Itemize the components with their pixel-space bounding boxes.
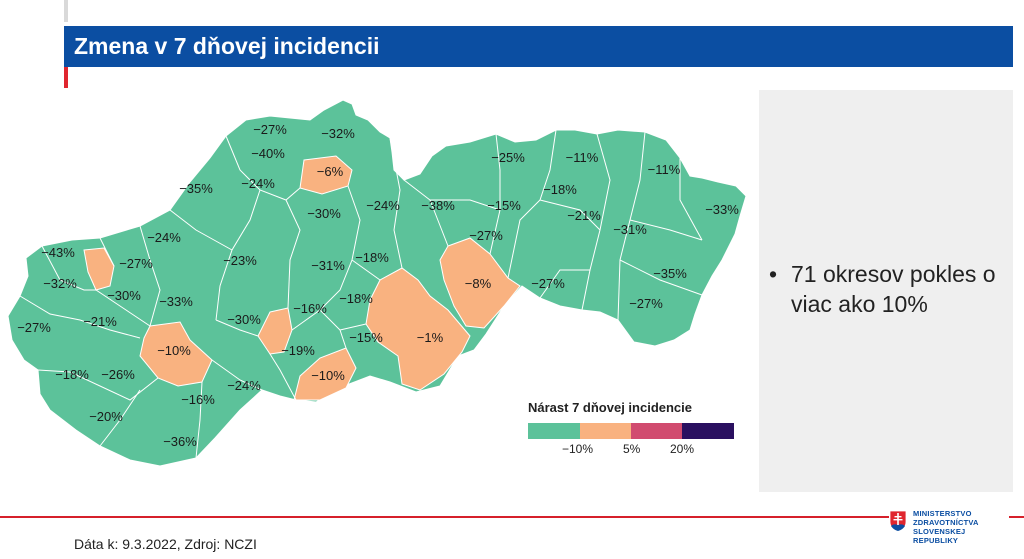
district-value-label: −38%	[421, 198, 455, 213]
district-value-label: −27%	[629, 296, 663, 311]
district-value-label: −36%	[163, 434, 197, 449]
side-panel: • 71 okresov pokles o viac ako 10%	[759, 90, 1013, 492]
district-value-label: −18%	[543, 182, 577, 197]
footer-source: Dáta k: 9.3.2022, Zdroj: NCZI	[74, 536, 257, 552]
district-value-label: −40%	[251, 146, 285, 161]
legend-swatch	[631, 423, 682, 439]
district-value-label: −24%	[366, 198, 400, 213]
district-value-label: −18%	[355, 250, 389, 265]
district-zvolen-lucenec	[365, 267, 471, 391]
district-value-label: −6%	[317, 164, 344, 179]
district-value-label: −20%	[89, 409, 123, 424]
legend-tick-label: 20%	[670, 442, 695, 456]
district-value-label: −16%	[181, 392, 215, 407]
district-value-label: −24%	[147, 230, 181, 245]
district-value-label: −25%	[491, 150, 525, 165]
bullet-item: • 71 okresov pokles o viac ako 10%	[769, 260, 1005, 320]
legend-swatch	[528, 423, 580, 439]
district-value-label: −15%	[349, 330, 383, 345]
district-nitra-south	[139, 321, 213, 387]
page-title: Zmena v 7 dňovej incidencii	[74, 33, 380, 59]
district-value-label: −11%	[566, 150, 599, 165]
district-borders	[19, 129, 703, 459]
legend-swatch	[580, 423, 631, 439]
district-value-label: −16%	[293, 301, 327, 316]
legend-tick-label: −10%	[562, 442, 594, 456]
district-value-label: −21%	[83, 314, 117, 329]
top-left-rule	[64, 0, 68, 22]
district-value-label: −21%	[567, 208, 601, 223]
district-value-label: −27%	[531, 276, 565, 291]
district-value-label: −8%	[465, 276, 492, 291]
district-value-label: −33%	[159, 294, 193, 309]
district-value-label: −11%	[648, 162, 681, 177]
legend: Nárast 7 dňovej incidencie −10% 5% 20%	[528, 400, 748, 460]
district-value-label: −18%	[339, 291, 373, 306]
district-value-label: −27%	[17, 320, 51, 335]
district-value-label: −43%	[41, 245, 75, 260]
district-value-label: −23%	[223, 253, 257, 268]
district-value-label: −32%	[43, 276, 77, 291]
bullet-dot-icon: •	[769, 261, 778, 287]
legend-ticks: −10% 5% 20%	[528, 442, 748, 458]
district-value-label: −26%	[101, 367, 135, 382]
slovakia-district-map: −27% −32% −40% −6% −24% −35% −30% −24% −38% −15% −…	[0, 90, 760, 480]
district-value-label: −1%	[417, 330, 444, 345]
district-trnava-west	[83, 247, 115, 291]
district-value-label: −19%	[281, 343, 315, 358]
district-value-label: −33%	[705, 202, 739, 217]
district-value-label: −30%	[107, 288, 141, 303]
logo-text: MINISTERSTVO ZDRAVOTNÍCTVA SLOVENSKEJ RE…	[913, 509, 979, 545]
district-value-label: −31%	[311, 258, 345, 273]
legend-swatch	[682, 423, 734, 439]
district-value-label: −10%	[311, 368, 345, 383]
district-value-label: −35%	[179, 181, 213, 196]
district-value-label: −35%	[653, 266, 687, 281]
district-value-label: −30%	[227, 312, 261, 327]
district-rimavska-sobota	[439, 237, 521, 329]
district-value-label: −15%	[487, 198, 521, 213]
title-accent	[64, 67, 68, 88]
footer-divider	[0, 516, 1024, 518]
district-value-label: −31%	[613, 222, 647, 237]
ministry-logo: MINISTERSTVO ZDRAVOTNÍCTVA SLOVENSKEJ RE…	[889, 506, 1009, 545]
legend-tick-label: 5%	[623, 442, 641, 456]
legend-color-bar	[528, 423, 734, 439]
district-levice-east	[293, 347, 357, 401]
district-value-label: −10%	[157, 343, 191, 358]
district-value-label: −27%	[469, 228, 503, 243]
district-value-label: −27%	[119, 256, 153, 271]
title-bar: Zmena v 7 dňovej incidencii	[64, 26, 1013, 67]
district-value-label: −24%	[227, 378, 261, 393]
legend-title: Nárast 7 dňovej incidencie	[528, 400, 693, 415]
bullet-text: 71 okresov pokles o viac ako 10%	[791, 261, 996, 317]
slovak-coat-of-arms-icon	[889, 510, 907, 532]
district-value-label: −32%	[321, 126, 355, 141]
district-value-label: −18%	[55, 367, 89, 382]
district-value-label: −30%	[307, 206, 341, 221]
district-value-label: −27%	[253, 122, 287, 137]
district-value-label: −24%	[241, 176, 275, 191]
